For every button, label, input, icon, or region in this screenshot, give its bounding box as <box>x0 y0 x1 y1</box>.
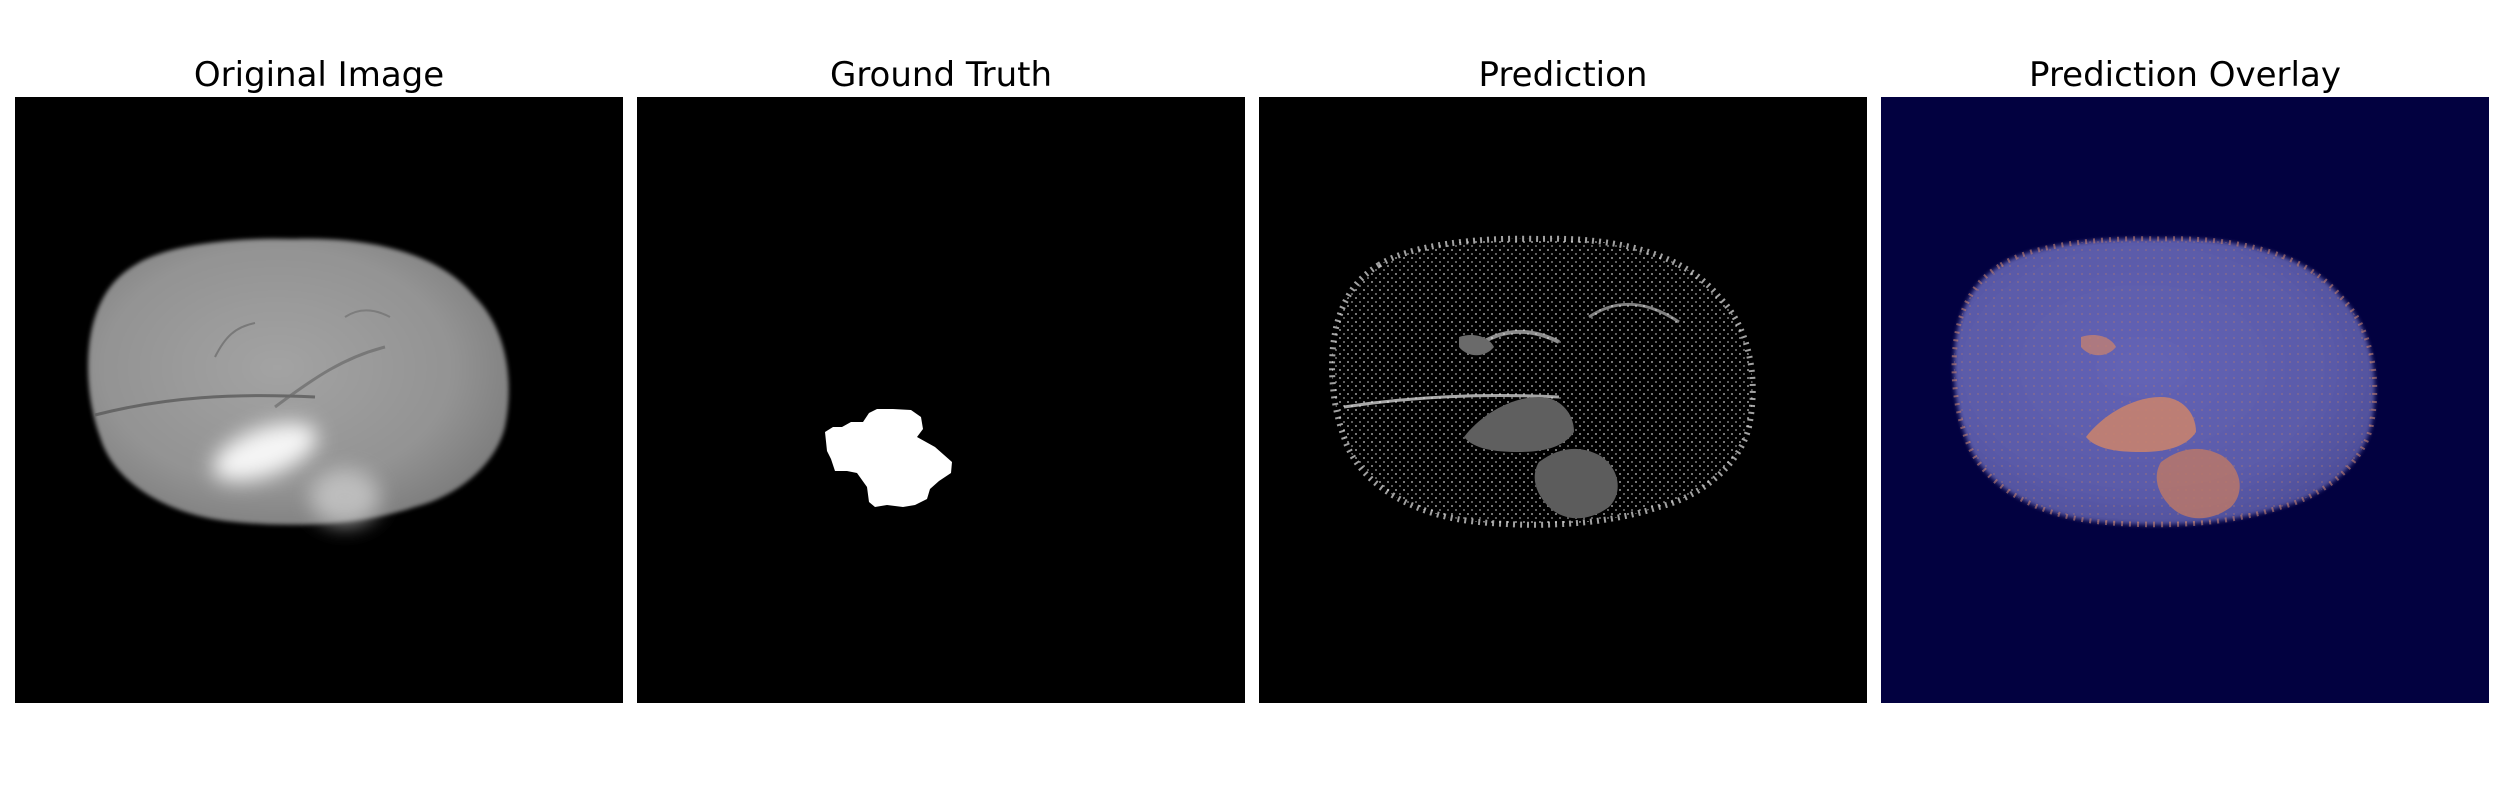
panel-title: Ground Truth <box>637 52 1245 98</box>
prediction-mask-image <box>1259 97 1867 703</box>
brain-shape <box>88 239 509 525</box>
panel-title: Prediction Overlay <box>1881 52 2489 98</box>
ground-truth-mask-image <box>637 97 1245 703</box>
original-mri-image <box>15 97 623 703</box>
prediction-overlay-image <box>1881 97 2489 703</box>
panel-prediction-overlay: Prediction Overlay <box>1881 0 2489 800</box>
panel-original-image: Original Image <box>15 0 623 800</box>
panel-ground-truth: Ground Truth <box>637 0 1245 800</box>
panel-title: Prediction <box>1259 52 1867 98</box>
panel-title: Original Image <box>15 52 623 98</box>
image-background <box>637 97 1245 703</box>
panel-prediction: Prediction <box>1259 0 1867 800</box>
